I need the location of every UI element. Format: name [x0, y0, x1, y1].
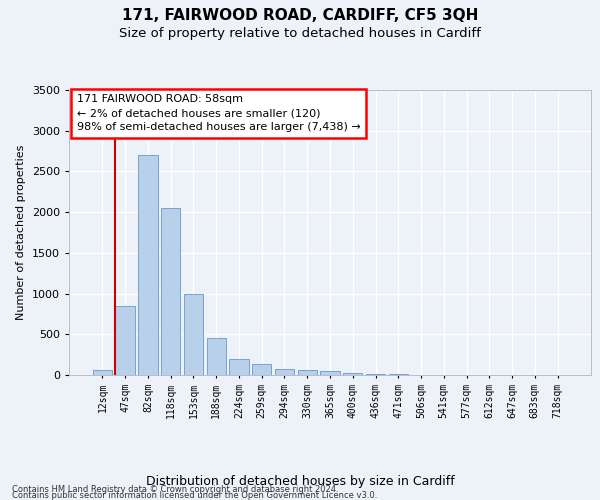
Bar	[184, 294, 203, 375]
Text: Contains public sector information licensed under the Open Government Licence v3: Contains public sector information licen…	[12, 490, 377, 500]
Text: Size of property relative to detached houses in Cardiff: Size of property relative to detached ho…	[119, 27, 481, 40]
Bar	[252, 364, 271, 375]
Bar	[320, 371, 340, 375]
Bar	[161, 208, 181, 375]
Bar	[343, 374, 362, 375]
Bar	[93, 370, 112, 375]
Bar	[229, 358, 248, 375]
Text: Distribution of detached houses by size in Cardiff: Distribution of detached houses by size …	[146, 474, 454, 488]
Bar	[366, 374, 385, 375]
Text: Contains HM Land Registry data © Crown copyright and database right 2024.: Contains HM Land Registry data © Crown c…	[12, 484, 338, 494]
Bar	[389, 374, 408, 375]
Bar	[138, 155, 158, 375]
Bar	[206, 338, 226, 375]
Y-axis label: Number of detached properties: Number of detached properties	[16, 145, 26, 320]
Bar	[298, 370, 317, 375]
Text: 171 FAIRWOOD ROAD: 58sqm
← 2% of detached houses are smaller (120)
98% of semi-d: 171 FAIRWOOD ROAD: 58sqm ← 2% of detache…	[77, 94, 361, 132]
Bar	[275, 370, 294, 375]
Text: 171, FAIRWOOD ROAD, CARDIFF, CF5 3QH: 171, FAIRWOOD ROAD, CARDIFF, CF5 3QH	[122, 8, 478, 22]
Bar	[115, 306, 135, 375]
